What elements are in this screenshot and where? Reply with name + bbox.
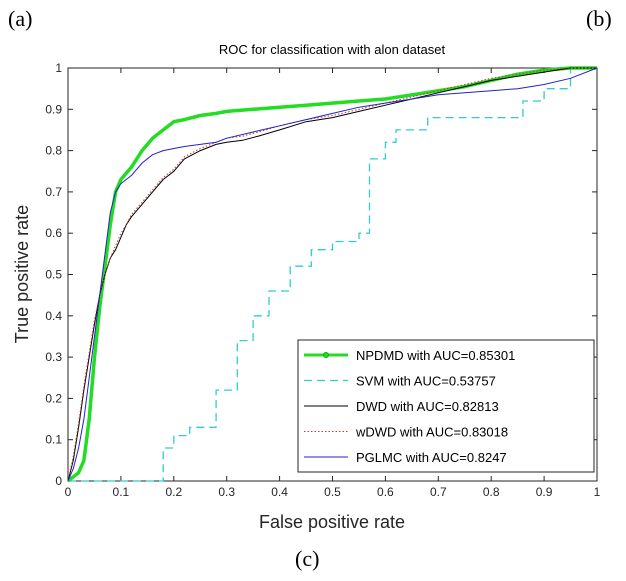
y-tick-label: 0: [55, 474, 62, 488]
panel-label-a: (a): [8, 6, 33, 31]
x-tick-label: 0.5: [324, 485, 341, 499]
y-tick-label: 1: [55, 61, 62, 75]
series-line-0: [66, 66, 597, 483]
series-line-4: [67, 67, 598, 482]
legend-label-0: NPDMD with AUC=0.85301: [356, 348, 515, 363]
legend-label-2: DWD with AUC=0.82813: [356, 399, 499, 414]
x-tick-label: 0.6: [377, 485, 394, 499]
panel-label-b: (b): [586, 6, 612, 31]
y-tick-label: 0.1: [45, 433, 62, 447]
x-tick-label: 0.4: [271, 485, 288, 499]
y-tick-label: 0.8: [45, 144, 62, 158]
legend: NPDMD with AUC=0.85301 SVM with AUC=0.537…: [297, 339, 595, 473]
x-tick-label: 0: [65, 485, 72, 499]
series-line-1: [68, 67, 597, 482]
x-tick-label: 0.9: [536, 485, 553, 499]
x-tick-label: 1: [594, 485, 601, 499]
y-tick-label: 0.5: [45, 268, 62, 282]
legend-label-4: PGLMC with AUC=0.8247: [356, 450, 507, 465]
x-tick-label: 0.3: [218, 485, 235, 499]
x-tick-label: 0.7: [430, 485, 447, 499]
y-tick-label: 0.3: [45, 350, 62, 364]
x-axis-label: False positive rate: [259, 512, 405, 532]
legend-label-1: SVM with AUC=0.53757: [356, 374, 496, 389]
y-tick-label: 0.6: [45, 226, 62, 240]
chart-title: ROC for classification with alon dataset: [219, 42, 446, 57]
y-tick-label: 0.9: [45, 102, 62, 116]
legend-label-3: wDWD with AUC=0.83018: [355, 425, 508, 440]
y-tick-label: 0.7: [45, 185, 62, 199]
x-tick-label: 0.8: [483, 485, 500, 499]
y-tick-label: 0.2: [45, 391, 62, 405]
legend-marker: [323, 352, 329, 358]
y-tick-label: 0.4: [45, 309, 62, 323]
panel-label-c: (c): [295, 546, 320, 571]
y-axis-label: True positive rate: [12, 205, 32, 343]
x-tick-label: 0.1: [113, 485, 130, 499]
x-tick-label: 0.2: [165, 485, 182, 499]
